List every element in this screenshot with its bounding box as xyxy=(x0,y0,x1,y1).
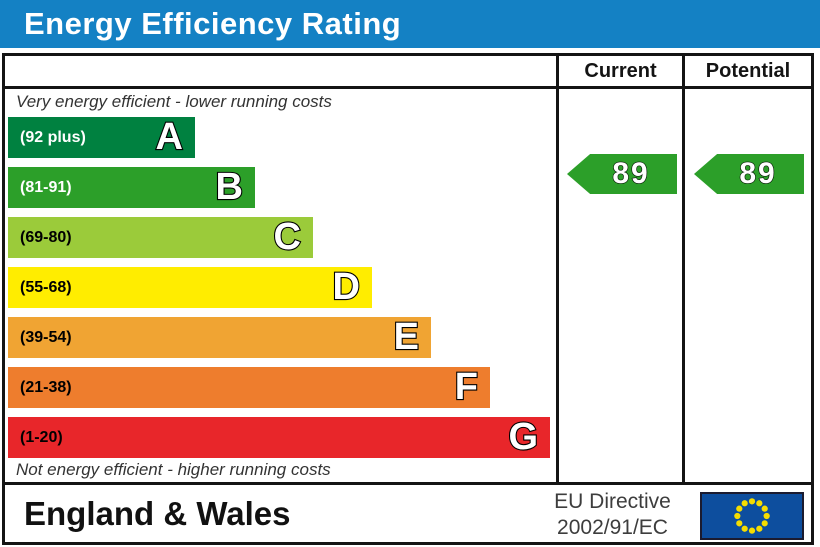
band-range-label: (81-91) xyxy=(20,178,72,196)
table-border xyxy=(2,53,814,545)
potential-rating-arrow: 89 xyxy=(694,154,804,194)
current-rating-arrow: 89 xyxy=(567,154,677,194)
band-range-label: (69-80) xyxy=(20,228,72,246)
bottom-note: Not energy efficient - higher running co… xyxy=(16,460,331,479)
band-range-label: (39-54) xyxy=(20,328,72,346)
page-title: Energy Efficiency Rating xyxy=(24,6,402,41)
eu-directive-line1: EU Directive xyxy=(554,490,671,513)
band-letter: B xyxy=(214,165,244,208)
band-range-label: (1-20) xyxy=(20,428,63,446)
band-letter: G xyxy=(507,415,539,458)
column-divider-current xyxy=(556,53,559,485)
column-header-current: Current xyxy=(584,59,657,82)
potential-rating-value: 89 xyxy=(739,156,777,190)
band-letter: F xyxy=(454,365,479,408)
eu-flag-stars xyxy=(734,498,770,534)
band-bar: (69-80) C xyxy=(8,217,313,258)
band-range-label: (55-68) xyxy=(20,278,72,296)
band-bar: (1-20) G xyxy=(8,417,550,458)
column-header-potential: Potential xyxy=(705,59,791,82)
band-letter: E xyxy=(393,315,421,358)
band-bar: (39-54) E xyxy=(8,317,431,358)
band-bar: (92 plus) A xyxy=(8,117,195,158)
band-letter: C xyxy=(272,215,302,258)
eu-directive-line2: 2002/91/EC xyxy=(557,516,668,539)
band-range-label: (92 plus) xyxy=(20,128,86,146)
band-letter: D xyxy=(331,265,361,308)
eu-flag-icon xyxy=(700,492,804,540)
band-letter: A xyxy=(154,115,184,158)
header-underline xyxy=(2,86,814,89)
band-range-label: (21-38) xyxy=(20,378,72,396)
eu-directive-label: EU Directive 2002/91/EC xyxy=(530,489,695,541)
current-rating-value: 89 xyxy=(612,156,650,190)
footer-topline xyxy=(2,482,814,485)
band-bar: (55-68) D xyxy=(8,267,372,308)
title-bar: Energy Efficiency Rating xyxy=(0,0,820,48)
band-bar: (81-91) B xyxy=(8,167,255,208)
top-note: Very energy efficient - lower running co… xyxy=(16,92,332,111)
column-divider-potential xyxy=(682,53,685,485)
band-bar: (21-38) F xyxy=(8,367,490,408)
footer-region-label: England & Wales xyxy=(24,494,291,532)
